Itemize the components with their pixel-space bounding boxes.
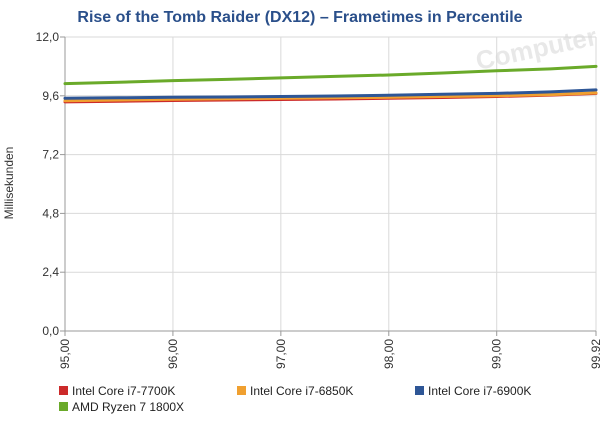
grid [64,36,597,332]
x-tick-label: 99,92 [589,339,600,369]
x-tick-label: 97,00 [274,339,288,369]
y-axis-ticks: 0,0 2,4 4,8 7,2 9,6 12,0 [36,30,65,338]
x-axis-ticks: 95,00 96,00 97,00 98,00 99,00 99,92 [58,331,600,369]
legend-swatch-intel-core-i7-6850k [237,386,246,395]
y-tick-label: 2,4 [42,265,59,279]
chart-title: Rise of the Tomb Raider (DX12) – Frameti… [77,9,522,26]
y-tick-label: 12,0 [36,30,60,44]
y-tick-label: 9,6 [42,89,59,103]
y-tick-label: 7,2 [42,148,59,162]
series-line-intel-core-i7-6850k [63,91,598,103]
x-tick-label: 96,00 [166,339,180,369]
x-tick-label: 99,00 [490,339,504,369]
legend-swatch-amd-ryzen-7-1800x [59,402,68,411]
legend-label-intel-core-i7-6850k: Intel Core i7-6850K [250,384,353,398]
legend-label-intel-core-i7-6900k: Intel Core i7-6900K [428,384,531,398]
legend-label-intel-core-i7-7700k: Intel Core i7-7700K [72,384,175,398]
y-tick-label: 4,8 [42,206,59,220]
axes [64,37,596,332]
y-tick-label: 0,0 [42,324,59,338]
x-tick-label: 95,00 [58,339,72,369]
legend-swatch-intel-core-i7-6900k [415,386,424,395]
legend-label-amd-ryzen-7-1800x: AMD Ryzen 7 1800X [72,400,184,414]
series-line-intel-core-i7-6900k [63,88,598,100]
x-tick-label: 98,00 [382,339,396,369]
y-axis-label: Millisekunden [2,147,16,220]
legend-swatch-intel-core-i7-7700k [59,386,68,395]
legend: Intel Core i7-7700K Intel Core i7-6850K In… [59,384,531,414]
series-lines [63,64,598,104]
series-line-amd-ryzen-7-1800x [63,64,598,86]
